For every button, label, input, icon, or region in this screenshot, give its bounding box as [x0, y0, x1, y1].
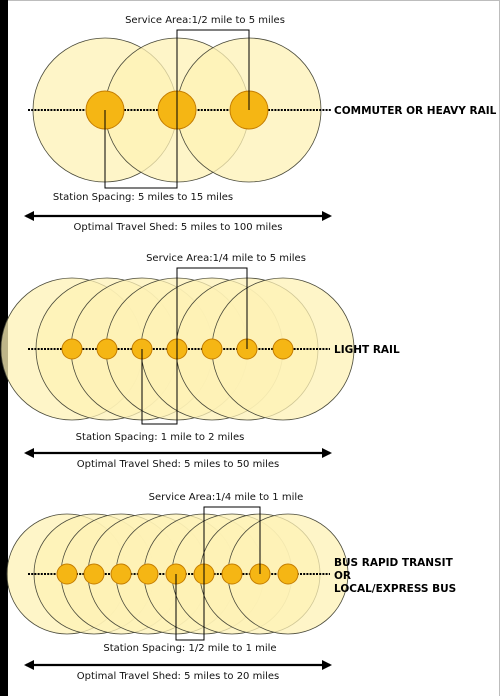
panel-commuter-heavy-rail: Service Area:1/2 mile to 5 miles Station… — [24, 15, 497, 233]
service-area-label: Service Area:1/4 mile to 1 mile — [149, 492, 304, 503]
station — [201, 338, 223, 360]
service-area-bracket — [203, 506, 261, 574]
mode-label: BUS RAPID TRANSIT OR LOCAL/EXPRESS BUS — [334, 557, 456, 595]
station — [83, 563, 105, 585]
top-rule — [8, 0, 500, 1]
station — [110, 563, 132, 585]
service-area-label: Service Area:1/4 mile to 5 miles — [146, 253, 306, 264]
station — [56, 563, 78, 585]
station-spacing-bracket — [141, 349, 178, 425]
service-area-bracket — [176, 29, 250, 110]
panel-light-rail: Service Area:1/4 mile to 5 miles Station… — [0, 253, 400, 470]
stations — [61, 338, 294, 360]
travel-shed-label: Optimal Travel Shed: 5 miles to 50 miles — [77, 459, 280, 470]
station — [221, 563, 243, 585]
station-spacing-label: Station Spacing: 5 miles to 15 miles — [53, 192, 233, 203]
station — [272, 338, 294, 360]
station — [277, 563, 299, 585]
station — [61, 338, 83, 360]
mode-label: COMMUTER OR HEAVY RAIL — [334, 105, 497, 117]
panel-bus-rapid-transit: Service Area:1/4 mile to 1 mile Station … — [6, 492, 456, 682]
mode-label: LIGHT RAIL — [334, 344, 400, 356]
station-spacing-bracket — [175, 574, 205, 641]
service-area-bracket — [176, 267, 248, 349]
station — [137, 563, 159, 585]
travel-shed-label: Optimal Travel Shed: 5 miles to 20 miles — [77, 671, 280, 682]
station — [96, 338, 118, 360]
stations — [56, 563, 299, 585]
station-spacing-bracket — [104, 110, 178, 189]
travel-shed-label: Optimal Travel Shed: 5 miles to 100 mile… — [74, 222, 283, 233]
service-area-label: Service Area:1/2 mile to 5 miles — [125, 15, 285, 26]
station-spacing-label: Station Spacing: 1 mile to 2 miles — [76, 432, 245, 443]
station-spacing-label: Station Spacing: 1/2 mile to 1 mile — [103, 643, 276, 654]
